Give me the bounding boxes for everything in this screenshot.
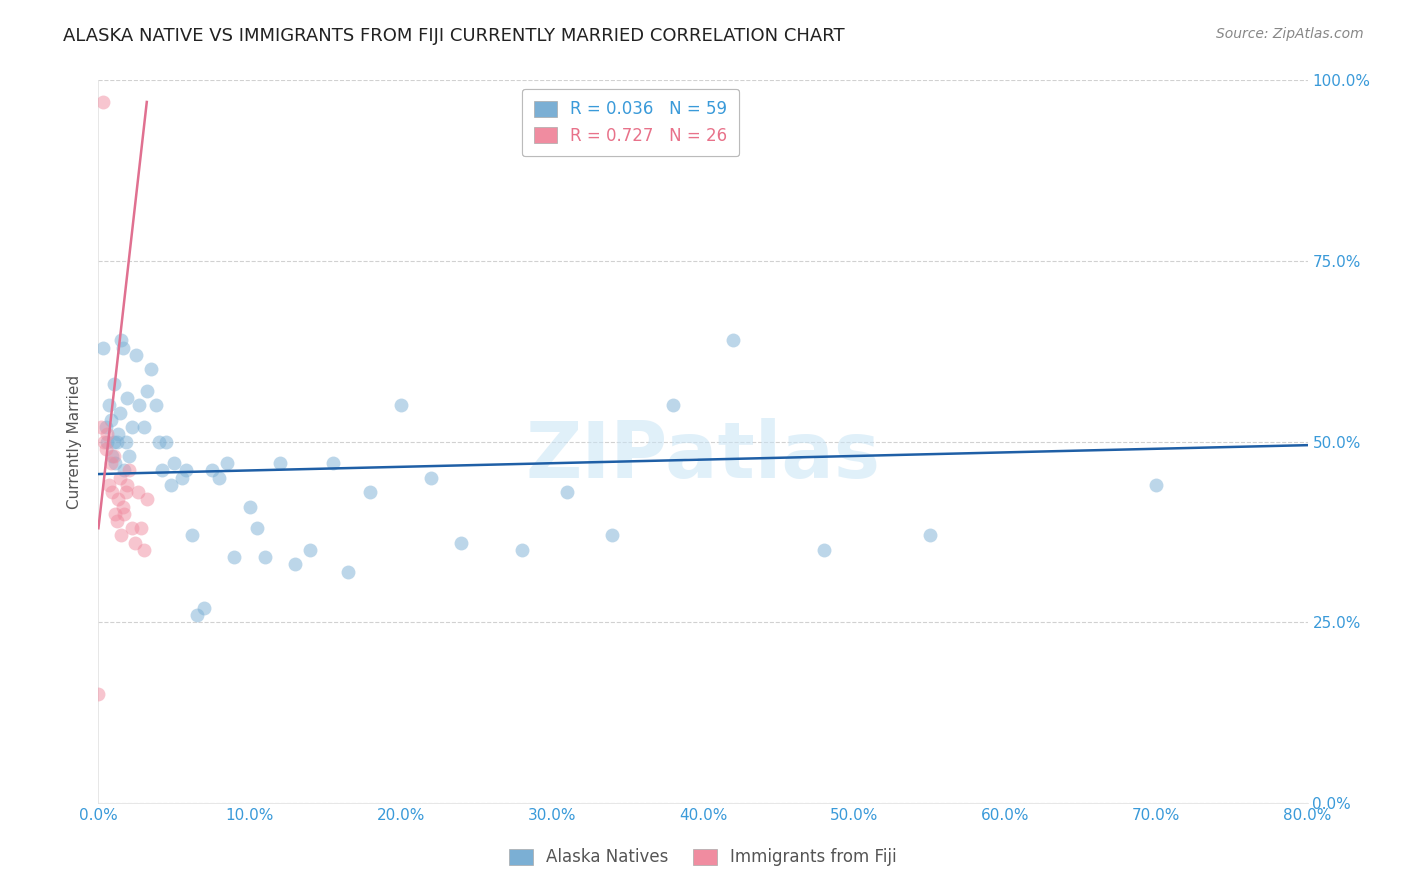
Point xyxy=(93,434,115,449)
Point xyxy=(555,485,578,500)
Point xyxy=(284,558,307,572)
Text: ALASKA NATIVE VS IMMIGRANTS FROM FIJI CURRENTLY MARRIED CORRELATION CHART: ALASKA NATIVE VS IMMIGRANTS FROM FIJI CU… xyxy=(63,27,845,45)
Point xyxy=(299,542,322,557)
Point xyxy=(104,507,127,521)
Point xyxy=(129,521,152,535)
Point xyxy=(389,398,412,412)
Point xyxy=(253,550,276,565)
Point xyxy=(87,687,110,701)
Point xyxy=(107,427,129,442)
Point xyxy=(135,384,157,398)
Point xyxy=(215,456,238,470)
Point xyxy=(112,507,135,521)
Point xyxy=(132,542,155,557)
Point xyxy=(103,449,125,463)
Point xyxy=(118,449,141,463)
Point xyxy=(163,456,186,470)
Point xyxy=(110,528,132,542)
Point xyxy=(96,427,118,442)
Point xyxy=(98,398,121,412)
Point xyxy=(103,376,125,391)
Point xyxy=(128,398,150,412)
Point xyxy=(155,434,177,449)
Point xyxy=(145,398,167,412)
Point xyxy=(141,362,163,376)
Point xyxy=(101,449,124,463)
Point xyxy=(193,600,215,615)
Point xyxy=(148,434,170,449)
Point xyxy=(111,500,134,514)
Point xyxy=(170,470,193,484)
Point xyxy=(224,550,246,565)
Point xyxy=(723,334,745,348)
Point xyxy=(181,528,204,542)
Point xyxy=(105,434,128,449)
Point xyxy=(269,456,291,470)
Point xyxy=(450,535,472,549)
Point xyxy=(115,478,138,492)
Point xyxy=(510,542,533,557)
Point xyxy=(918,528,941,542)
Point xyxy=(124,535,146,549)
Point xyxy=(420,470,443,484)
Legend: Alaska Natives, Immigrants from Fiji: Alaska Natives, Immigrants from Fiji xyxy=(501,840,905,875)
Y-axis label: Currently Married: Currently Married xyxy=(67,375,83,508)
Point xyxy=(125,348,148,362)
Point xyxy=(108,470,131,484)
Point xyxy=(1144,478,1167,492)
Point xyxy=(602,528,624,542)
Point xyxy=(322,456,344,470)
Point xyxy=(100,456,122,470)
Point xyxy=(98,478,121,492)
Point xyxy=(114,485,136,500)
Point xyxy=(91,95,114,109)
Point xyxy=(118,463,141,477)
Point xyxy=(121,420,143,434)
Point xyxy=(121,521,143,535)
Point xyxy=(111,341,134,355)
Point xyxy=(108,406,131,420)
Point xyxy=(94,442,117,456)
Point xyxy=(94,420,117,434)
Point xyxy=(661,398,683,412)
Point xyxy=(336,565,359,579)
Point xyxy=(127,485,149,500)
Point xyxy=(101,485,124,500)
Point xyxy=(360,485,382,500)
Point xyxy=(160,478,183,492)
Point xyxy=(110,334,132,348)
Point xyxy=(114,434,136,449)
Point xyxy=(174,463,197,477)
Point xyxy=(100,413,122,427)
Point xyxy=(90,420,112,434)
Legend: R = 0.036   N = 59, R = 0.727   N = 26: R = 0.036 N = 59, R = 0.727 N = 26 xyxy=(522,88,740,156)
Point xyxy=(91,341,114,355)
Point xyxy=(813,542,835,557)
Point xyxy=(107,492,129,507)
Point xyxy=(104,456,127,470)
Point xyxy=(135,492,157,507)
Point xyxy=(96,434,118,449)
Point xyxy=(132,420,155,434)
Point xyxy=(186,607,208,622)
Text: ZIPatlas: ZIPatlas xyxy=(526,418,880,494)
Point xyxy=(239,500,262,514)
Point xyxy=(208,470,231,484)
Point xyxy=(115,391,138,405)
Point xyxy=(150,463,173,477)
Point xyxy=(112,463,135,477)
Point xyxy=(246,521,269,535)
Point xyxy=(103,434,125,449)
Text: Source: ZipAtlas.com: Source: ZipAtlas.com xyxy=(1216,27,1364,41)
Point xyxy=(201,463,224,477)
Point xyxy=(105,514,128,528)
